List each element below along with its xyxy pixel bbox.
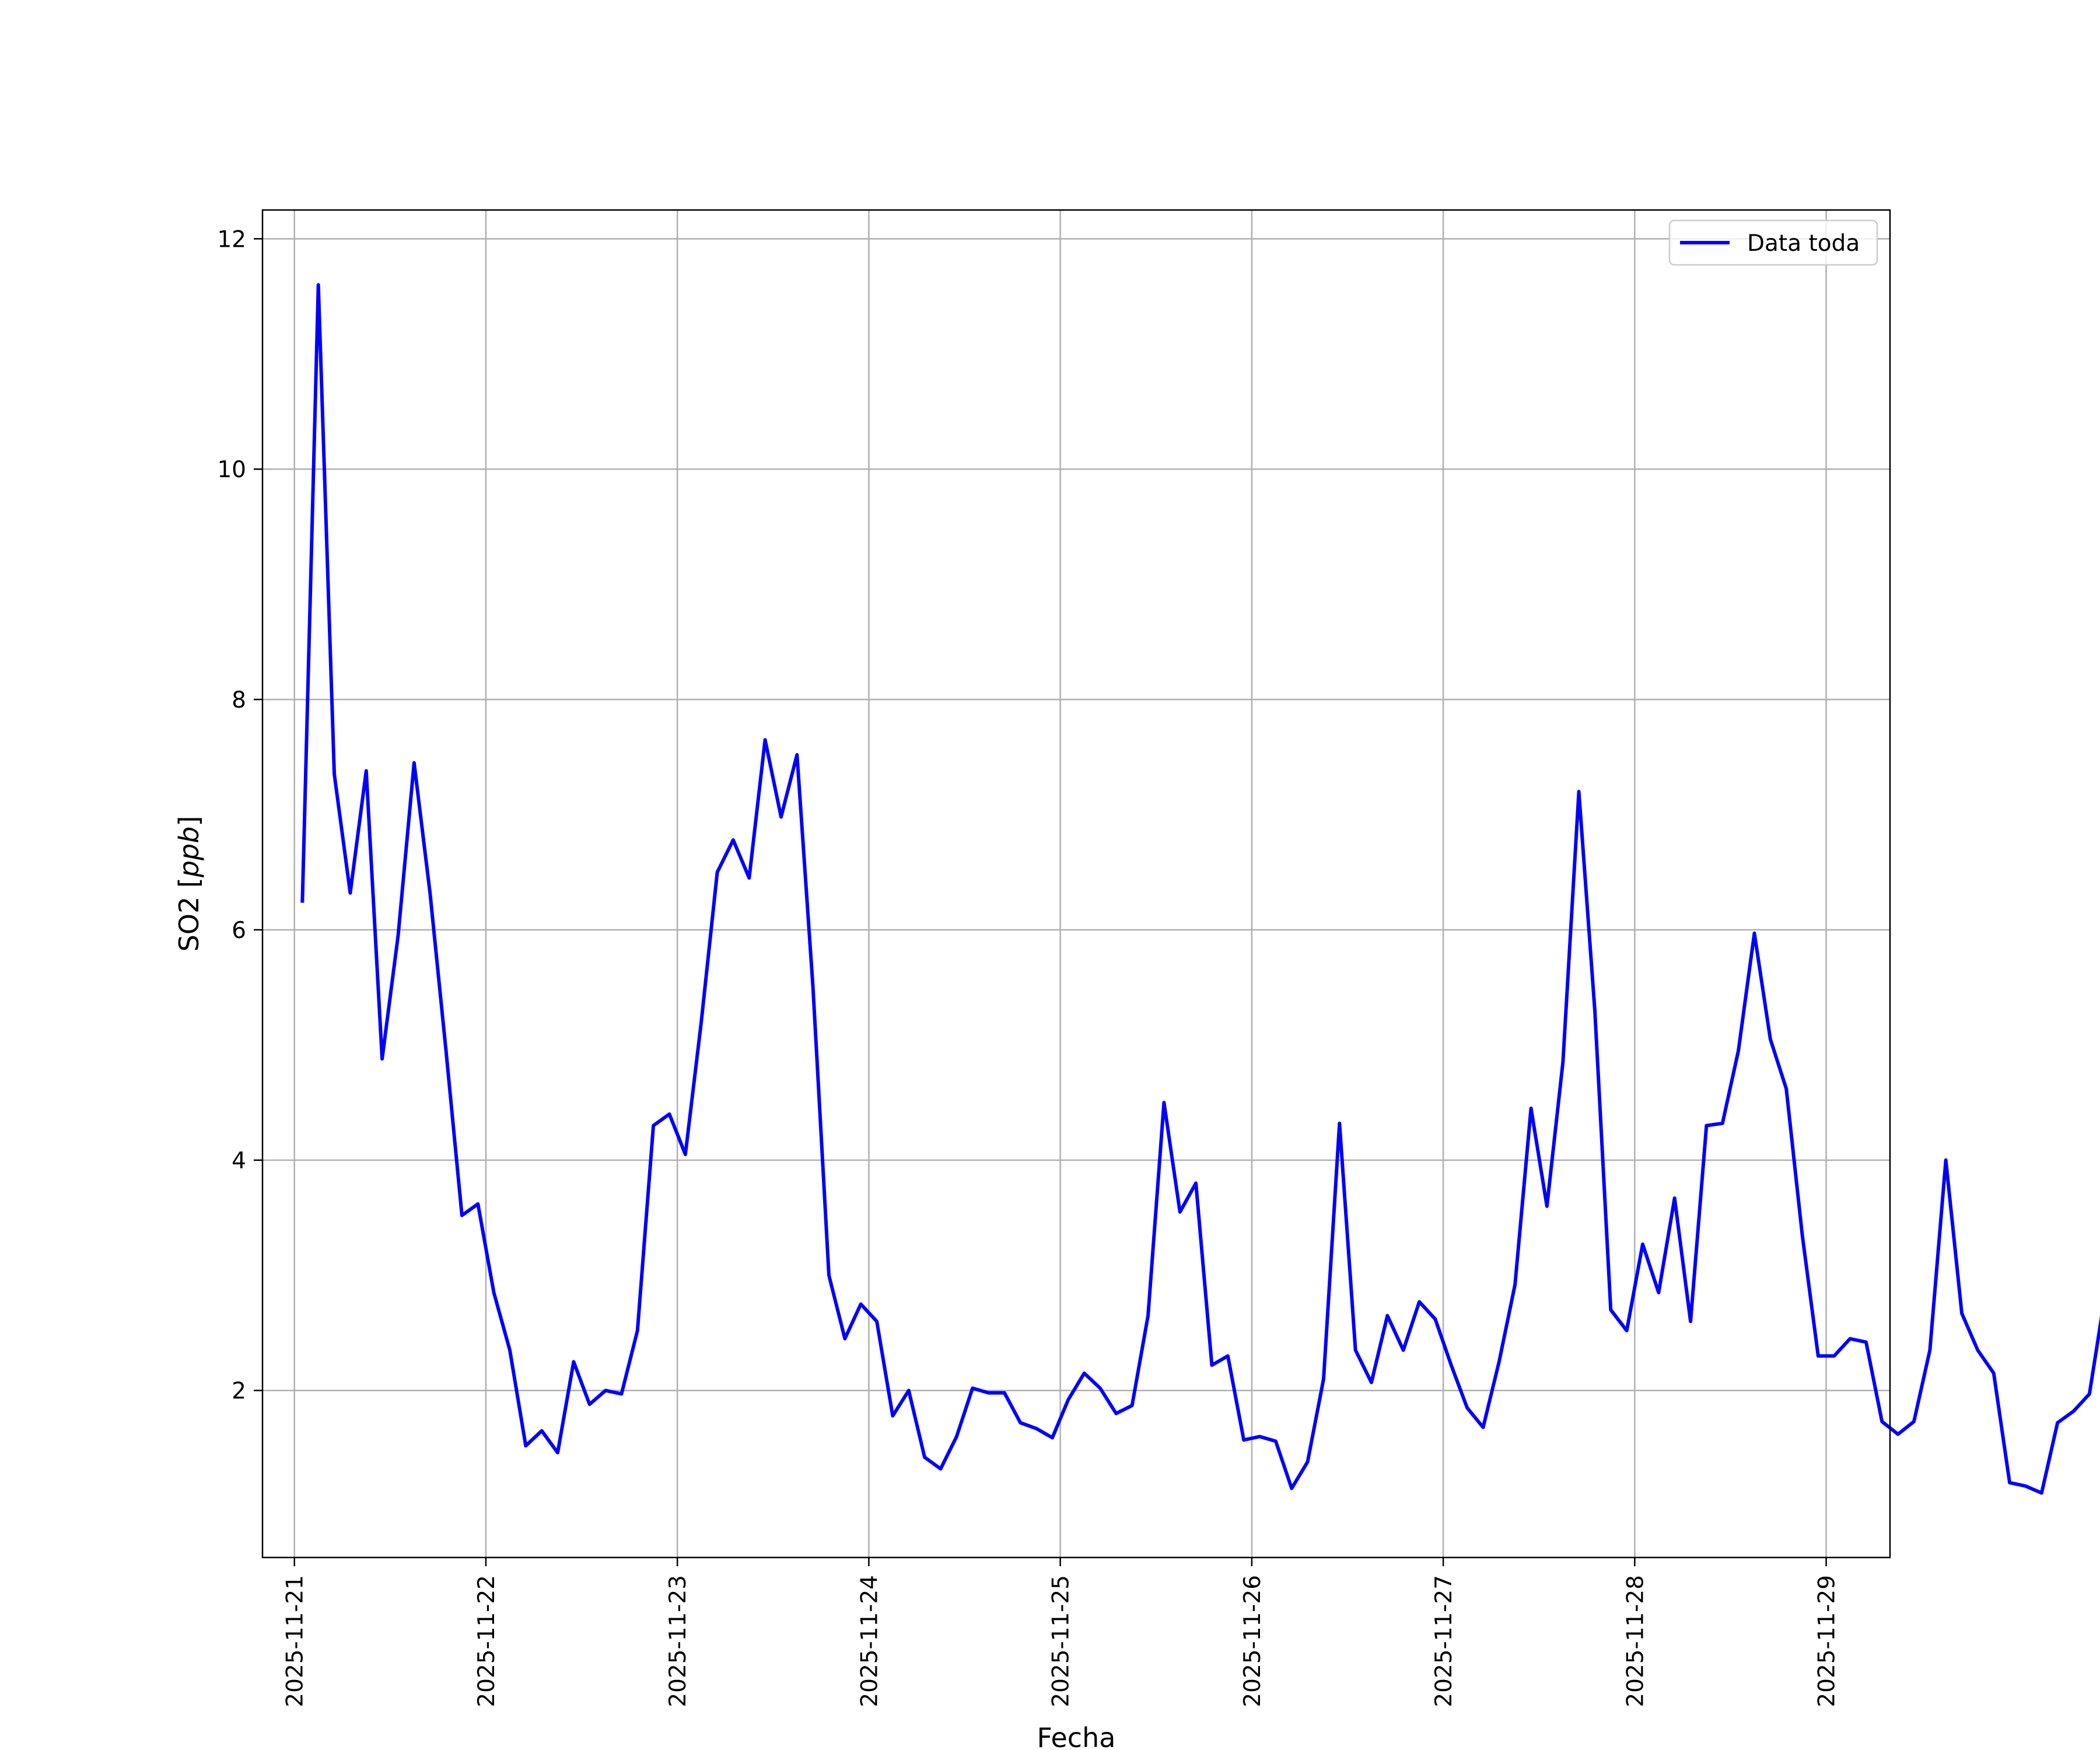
x-tick-label: 2025-11-27 [1431, 1575, 1457, 1707]
y-tick-label: 8 [232, 687, 246, 713]
x-tick-label: 2025-11-29 [1814, 1575, 1840, 1707]
y-axis: 2 4 6 8 10 12 [217, 226, 262, 1405]
series-line-data-toda [300, 283, 2100, 1495]
x-tick-label: 2025-11-28 [1622, 1575, 1648, 1707]
x-tick-label: 2025-11-24 [856, 1575, 883, 1707]
y-tick-label: 10 [217, 457, 246, 483]
legend-label-data-toda: Data toda [1747, 230, 1860, 257]
series-layer [300, 283, 2100, 1495]
plot-frame [261, 209, 1891, 1559]
legend-box [1668, 219, 1878, 266]
y-tick-label: 4 [232, 1148, 246, 1174]
x-tick-label: 2025-11-21 [282, 1575, 309, 1707]
plot-area [262, 210, 1890, 1558]
y-tick-label: 6 [232, 918, 246, 944]
x-axis-label: Fecha [1037, 1722, 1116, 1750]
x-tick-label: 2025-11-26 [1240, 1575, 1266, 1707]
y-axis-label-main: SO2 [ [173, 877, 205, 951]
y-axis-label-close: ] [173, 816, 205, 827]
grid [262, 210, 1890, 1558]
y-tick-label: 2 [232, 1378, 246, 1405]
y-tick-label: 12 [217, 226, 246, 253]
x-tick-label: 2025-11-22 [474, 1575, 500, 1707]
legend: Data toda [1668, 219, 1878, 266]
y-axis-label-unit: ppb [173, 827, 205, 878]
y-axis-label: SO2 [ppb] [173, 816, 205, 952]
x-axis: 2025-11-21 2025-11-22 2025-11-23 2025-11-24… [282, 1558, 1840, 1707]
x-tick-label: 2025-11-25 [1048, 1575, 1074, 1707]
x-tick-label: 2025-11-23 [665, 1575, 691, 1707]
